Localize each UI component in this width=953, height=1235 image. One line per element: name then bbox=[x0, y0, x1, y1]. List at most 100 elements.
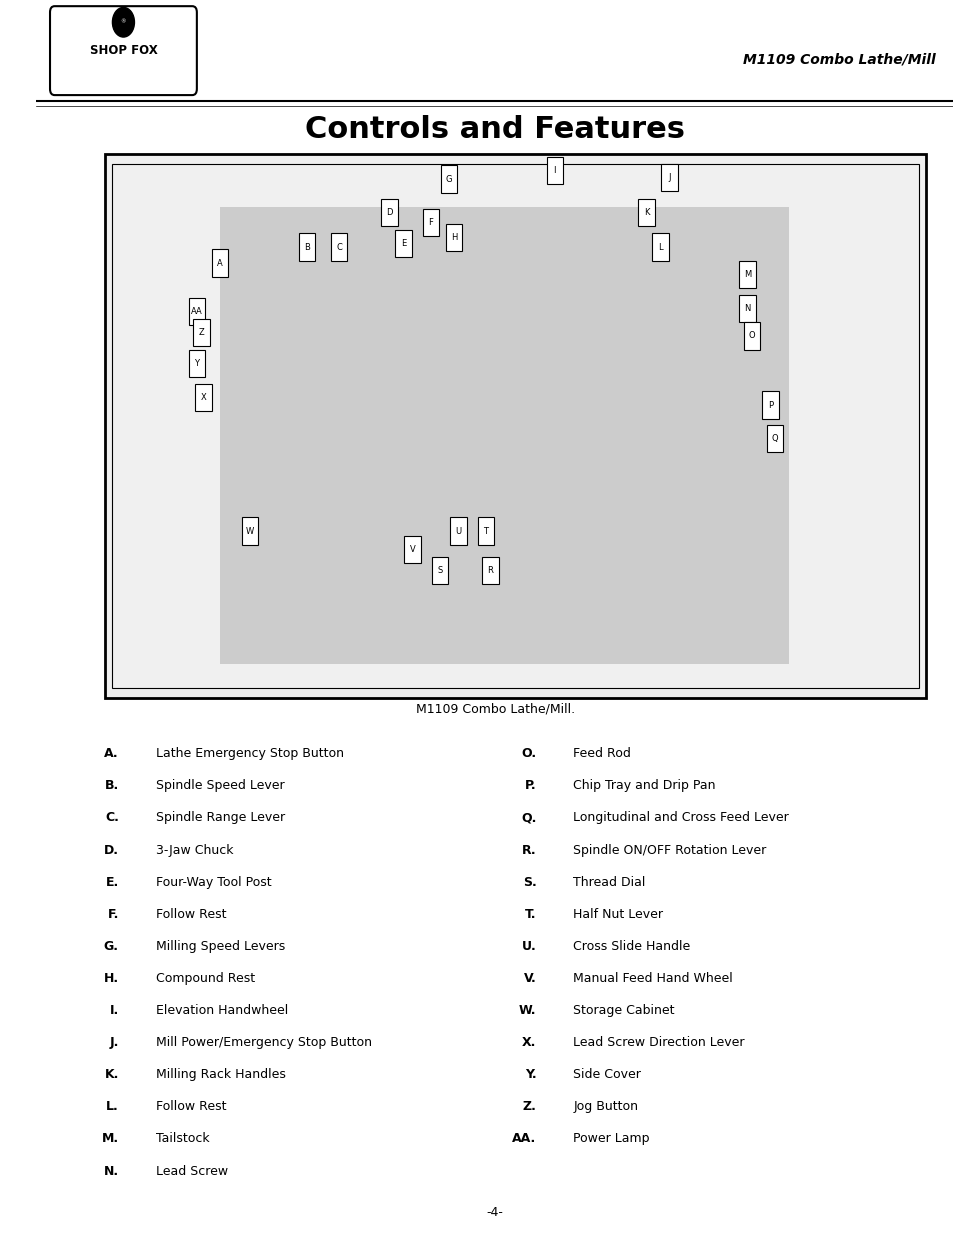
FancyBboxPatch shape bbox=[50, 6, 196, 95]
Text: P: P bbox=[767, 400, 772, 410]
Text: ®: ® bbox=[121, 20, 126, 25]
Text: Thread Dial: Thread Dial bbox=[573, 876, 645, 889]
Bar bbox=[660, 164, 677, 191]
Text: O: O bbox=[748, 331, 755, 341]
Text: X: X bbox=[200, 393, 206, 403]
Text: -4-: -4- bbox=[486, 1207, 503, 1219]
Text: A: A bbox=[216, 258, 222, 268]
Text: I: I bbox=[553, 165, 556, 175]
Text: Z: Z bbox=[198, 327, 204, 337]
Bar bbox=[212, 249, 228, 277]
Text: E: E bbox=[400, 238, 406, 248]
Bar bbox=[331, 233, 347, 261]
Text: G.: G. bbox=[104, 940, 119, 953]
Text: B.: B. bbox=[105, 779, 119, 793]
Text: Elevation Handwheel: Elevation Handwheel bbox=[155, 1004, 288, 1018]
Text: Lead Screw: Lead Screw bbox=[155, 1165, 228, 1178]
Text: INTRODUCTION: INTRODUCTION bbox=[13, 301, 23, 390]
Bar bbox=[189, 350, 205, 377]
Text: Controls and Features: Controls and Features bbox=[305, 115, 684, 144]
Text: Follow Rest: Follow Rest bbox=[155, 1100, 226, 1114]
Text: L.: L. bbox=[106, 1100, 119, 1114]
Text: Power Lamp: Power Lamp bbox=[573, 1132, 649, 1146]
Bar bbox=[450, 517, 466, 545]
Text: Longitudinal and Cross Feed Lever: Longitudinal and Cross Feed Lever bbox=[573, 811, 788, 825]
Bar bbox=[440, 165, 457, 193]
Text: Half Nut Lever: Half Nut Lever bbox=[573, 908, 662, 921]
Text: R: R bbox=[487, 566, 493, 576]
Text: T.: T. bbox=[524, 908, 536, 921]
Bar bbox=[189, 298, 205, 325]
Circle shape bbox=[112, 7, 134, 37]
Text: U: U bbox=[455, 526, 461, 536]
Text: Z.: Z. bbox=[522, 1100, 536, 1114]
Text: W.: W. bbox=[518, 1004, 536, 1018]
Text: H: H bbox=[450, 232, 456, 242]
Bar bbox=[219, 207, 788, 664]
Text: Tailstock: Tailstock bbox=[155, 1132, 209, 1146]
Bar bbox=[743, 322, 760, 350]
Text: V: V bbox=[409, 545, 415, 555]
Bar bbox=[105, 154, 925, 698]
Text: B: B bbox=[304, 242, 310, 252]
Text: W: W bbox=[246, 526, 253, 536]
Text: Follow Rest: Follow Rest bbox=[155, 908, 226, 921]
Text: Feed Rod: Feed Rod bbox=[573, 747, 630, 761]
Text: F: F bbox=[428, 217, 433, 227]
Bar bbox=[422, 209, 438, 236]
Text: V.: V. bbox=[523, 972, 536, 986]
Text: S.: S. bbox=[522, 876, 536, 889]
Text: Lathe Emergency Stop Button: Lathe Emergency Stop Button bbox=[155, 747, 343, 761]
Text: Chip Tray and Drip Pan: Chip Tray and Drip Pan bbox=[573, 779, 715, 793]
Text: Q: Q bbox=[771, 433, 778, 443]
Text: O.: O. bbox=[520, 747, 536, 761]
Text: T: T bbox=[483, 526, 488, 536]
Text: Storage Cabinet: Storage Cabinet bbox=[573, 1004, 674, 1018]
Bar bbox=[395, 230, 411, 257]
Text: I.: I. bbox=[110, 1004, 119, 1018]
Bar bbox=[112, 164, 918, 688]
Text: J: J bbox=[667, 173, 670, 183]
Bar bbox=[381, 199, 397, 226]
Text: U.: U. bbox=[521, 940, 536, 953]
Bar bbox=[652, 233, 668, 261]
Text: D.: D. bbox=[104, 844, 119, 857]
Text: P.: P. bbox=[524, 779, 536, 793]
Text: S: S bbox=[437, 566, 442, 576]
Text: F.: F. bbox=[108, 908, 119, 921]
Bar bbox=[546, 157, 562, 184]
Bar bbox=[432, 557, 448, 584]
Text: Compound Rest: Compound Rest bbox=[155, 972, 254, 986]
Bar bbox=[445, 224, 461, 251]
Text: L: L bbox=[658, 242, 662, 252]
Text: K.: K. bbox=[105, 1068, 119, 1082]
Text: Spindle Range Lever: Spindle Range Lever bbox=[155, 811, 284, 825]
Text: C: C bbox=[335, 242, 342, 252]
Text: M1109 Combo Lathe/Mill: M1109 Combo Lathe/Mill bbox=[742, 52, 935, 67]
Text: AA.: AA. bbox=[512, 1132, 536, 1146]
Text: N: N bbox=[743, 304, 750, 314]
Text: Spindle ON/OFF Rotation Lever: Spindle ON/OFF Rotation Lever bbox=[573, 844, 765, 857]
Bar bbox=[766, 425, 782, 452]
Bar bbox=[477, 517, 494, 545]
Text: Y.: Y. bbox=[524, 1068, 536, 1082]
Text: Four-Way Tool Post: Four-Way Tool Post bbox=[155, 876, 271, 889]
Text: Spindle Speed Lever: Spindle Speed Lever bbox=[155, 779, 284, 793]
Bar bbox=[298, 233, 314, 261]
Text: Lead Screw Direction Lever: Lead Screw Direction Lever bbox=[573, 1036, 744, 1050]
Text: Side Cover: Side Cover bbox=[573, 1068, 640, 1082]
Text: D: D bbox=[386, 207, 393, 217]
Bar bbox=[241, 517, 258, 545]
Text: Q.: Q. bbox=[520, 811, 536, 825]
Bar bbox=[193, 319, 210, 346]
Text: Cross Slide Handle: Cross Slide Handle bbox=[573, 940, 690, 953]
Text: AA: AA bbox=[191, 306, 203, 316]
Text: R.: R. bbox=[521, 844, 536, 857]
Bar bbox=[739, 295, 755, 322]
Text: M1109 Combo Lathe/Mill.: M1109 Combo Lathe/Mill. bbox=[416, 703, 574, 715]
Bar bbox=[761, 391, 778, 419]
Bar bbox=[638, 199, 654, 226]
Bar bbox=[194, 384, 212, 411]
Text: E.: E. bbox=[106, 876, 119, 889]
Text: Y: Y bbox=[194, 358, 199, 368]
